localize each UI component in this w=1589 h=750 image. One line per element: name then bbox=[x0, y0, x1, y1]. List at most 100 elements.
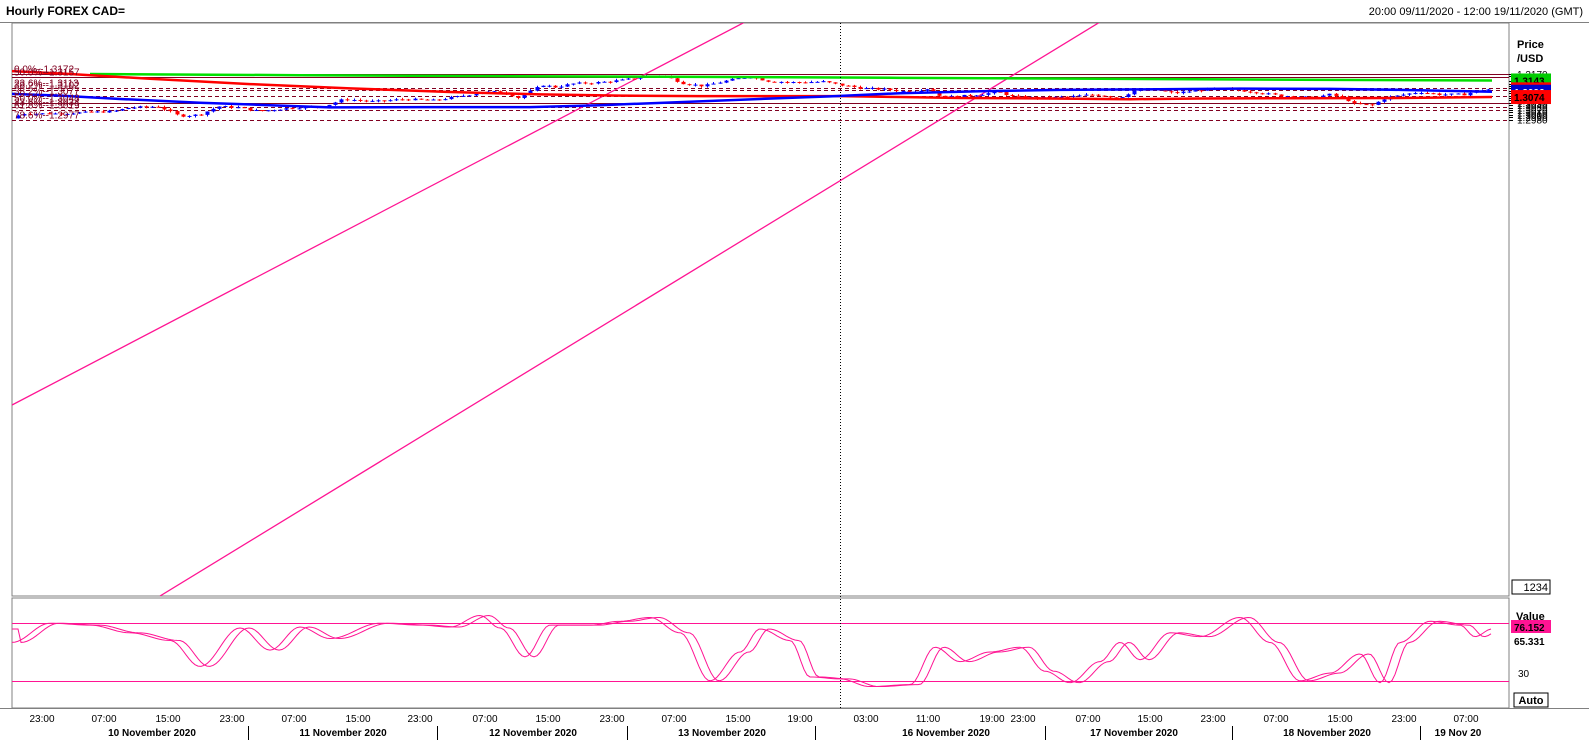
time-tick-label: 03:00 bbox=[853, 714, 878, 725]
date-range: 20:00 09/11/2020 - 12:00 19/11/2020 (GMT… bbox=[1369, 6, 1583, 18]
candle-down bbox=[1364, 104, 1369, 106]
number-box[interactable] bbox=[1511, 579, 1551, 595]
candle-down bbox=[1437, 93, 1442, 96]
price-tag-label: 1.3074 bbox=[1514, 93, 1545, 104]
candle-down bbox=[1108, 96, 1113, 98]
time-tick-label: 15:00 bbox=[535, 714, 560, 725]
date-tick-label: 13 November 2020 bbox=[678, 728, 766, 739]
fib-label: 78.6%--1.2977 bbox=[14, 111, 80, 122]
candle-down bbox=[968, 94, 973, 96]
candle-up bbox=[187, 115, 192, 117]
price-tick-label: 1.3030 bbox=[1517, 104, 1548, 115]
candle-down bbox=[937, 91, 942, 96]
candle-up bbox=[1071, 95, 1076, 97]
candle-down bbox=[89, 111, 94, 113]
candle-down bbox=[199, 114, 204, 116]
candle-up bbox=[370, 100, 375, 102]
candle-up bbox=[461, 95, 466, 97]
candle-up bbox=[791, 82, 796, 84]
auto-button[interactable] bbox=[1513, 692, 1549, 708]
time-axis[interactable]: 23:00 07:00 15:00 23:00 07:00 15:00 23:00 07:00… bbox=[29, 714, 1482, 740]
oscillator-pane[interactable] bbox=[11, 597, 1510, 709]
candle-up bbox=[1077, 95, 1082, 97]
candle-up bbox=[1382, 99, 1387, 102]
ma-red-line bbox=[12, 69, 1493, 101]
candle-up bbox=[547, 85, 552, 87]
candle-up bbox=[107, 110, 112, 113]
candle-down bbox=[840, 83, 845, 86]
candle-up bbox=[870, 87, 875, 89]
candle-up bbox=[1266, 93, 1271, 95]
candle-down bbox=[1016, 95, 1021, 97]
fib-label: 38.2%--1.3077 bbox=[14, 87, 80, 98]
candle-up bbox=[138, 106, 143, 108]
candle-up bbox=[1120, 97, 1125, 99]
candle-down bbox=[1462, 93, 1467, 96]
candle-down bbox=[144, 106, 149, 108]
candle-up bbox=[1187, 91, 1192, 93]
candle-up bbox=[53, 113, 58, 115]
candle-down bbox=[553, 85, 558, 88]
candle-up bbox=[925, 89, 930, 91]
price-axis-unit: /USD bbox=[1517, 53, 1543, 65]
candle-down bbox=[59, 113, 64, 115]
candle-up bbox=[388, 100, 393, 102]
fib-label: 0.0%--1.3172 bbox=[14, 65, 74, 76]
price-axis-label: Price bbox=[1517, 39, 1544, 51]
candle-down bbox=[803, 82, 808, 84]
candle-up bbox=[236, 107, 241, 109]
candle-up bbox=[1443, 94, 1448, 96]
candle-up bbox=[339, 99, 344, 103]
candle-up bbox=[1132, 90, 1137, 95]
candle-down bbox=[766, 80, 771, 82]
candle-up bbox=[376, 100, 381, 102]
date-tick-label: 19 Nov 20 bbox=[1435, 728, 1482, 739]
candle-up bbox=[962, 94, 967, 98]
candle-up bbox=[217, 106, 222, 109]
time-tick-label: 07:00 bbox=[472, 714, 497, 725]
candle-down bbox=[1065, 96, 1070, 98]
price-pane[interactable] bbox=[11, 22, 1510, 597]
channel-line bbox=[12, 23, 745, 406]
candle-up bbox=[22, 114, 27, 116]
candle-up bbox=[272, 110, 277, 112]
fib-label: 50.0%--1.3157 bbox=[14, 68, 80, 79]
candle-down bbox=[1199, 90, 1204, 92]
candle-up bbox=[724, 80, 729, 83]
candle-down bbox=[1273, 93, 1278, 95]
moving-averages bbox=[12, 69, 1493, 109]
number-box-label: 1234 bbox=[1524, 582, 1548, 594]
candle-down bbox=[955, 95, 960, 98]
time-tick-label: 11:00 bbox=[916, 714, 941, 725]
fib-label: 23.6%--1.3113 bbox=[14, 79, 79, 90]
candle-up bbox=[596, 82, 601, 84]
candle-down bbox=[608, 81, 613, 83]
candle-down bbox=[833, 82, 838, 84]
time-tick-label: 07:00 bbox=[1453, 714, 1478, 725]
candle-up bbox=[809, 82, 814, 84]
candle-down bbox=[632, 78, 637, 80]
candle-up bbox=[132, 107, 137, 109]
time-tick-label: 07:00 bbox=[281, 714, 306, 725]
candle-down bbox=[1023, 96, 1028, 98]
candle-up bbox=[1401, 94, 1406, 96]
fib-label: 38.2%--1.3102 bbox=[14, 81, 80, 92]
candle-down bbox=[1340, 95, 1345, 97]
candle-up bbox=[150, 106, 155, 108]
candle-down bbox=[797, 82, 802, 84]
candle-up bbox=[730, 78, 735, 81]
candle-down bbox=[1431, 93, 1436, 95]
candle-down bbox=[1096, 94, 1101, 96]
candle-up bbox=[815, 81, 820, 83]
candle-up bbox=[986, 93, 991, 95]
candle-down bbox=[101, 111, 106, 113]
candle-down bbox=[1004, 92, 1009, 96]
candle-up bbox=[571, 83, 576, 85]
candle-up bbox=[736, 78, 741, 80]
candle-down bbox=[852, 85, 857, 87]
time-tick-label: 23:00 bbox=[1200, 714, 1225, 725]
candle-down bbox=[827, 81, 832, 83]
osc-tag-label: 76.152 bbox=[1514, 623, 1545, 634]
candle-up bbox=[205, 111, 210, 115]
price-tick-label: 1.2980 bbox=[1517, 116, 1548, 127]
